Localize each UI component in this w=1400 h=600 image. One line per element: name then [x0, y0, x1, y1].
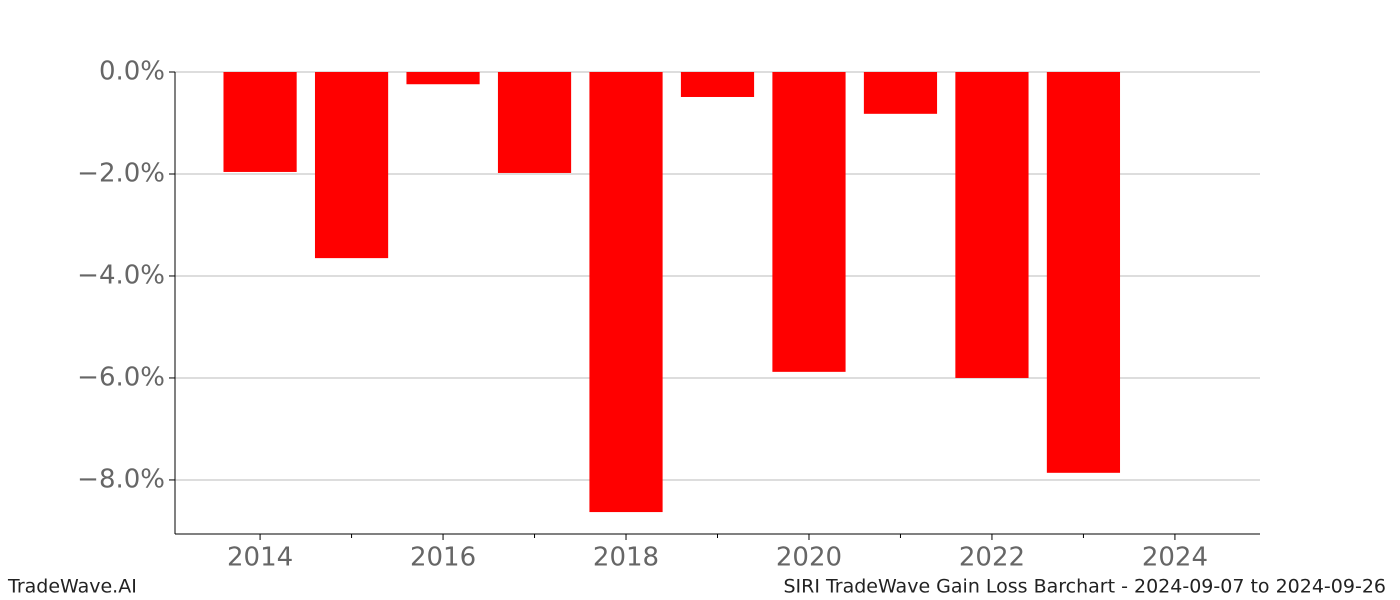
footer-left: TradeWave.AI: [7, 576, 137, 598]
bar: [863, 72, 938, 114]
bar: [406, 72, 480, 85]
footer-right: SIRI TradeWave Gain Loss Barchart - 2024…: [783, 576, 1386, 598]
bar: [955, 72, 1029, 378]
bar: [1046, 72, 1121, 473]
bar: [680, 72, 755, 97]
y-tick-label: 0.0%: [99, 57, 165, 87]
bar: [589, 72, 663, 513]
y-tick-label: −2.0%: [77, 158, 165, 188]
y-tick-label: −6.0%: [77, 362, 165, 392]
bar: [314, 72, 389, 259]
x-tick-label: 2016: [410, 543, 476, 573]
x-tick-label: 2024: [1142, 543, 1208, 573]
x-tick-label: 2022: [959, 543, 1025, 573]
y-tick-label: −4.0%: [77, 260, 165, 290]
x-tick-label: 2018: [593, 543, 659, 573]
y-tick-label: −8.0%: [77, 464, 165, 494]
bar: [223, 72, 297, 172]
x-tick-label: 2020: [776, 543, 842, 573]
bar: [772, 72, 846, 372]
bar: [497, 72, 572, 173]
x-tick-label: 2014: [227, 543, 293, 573]
